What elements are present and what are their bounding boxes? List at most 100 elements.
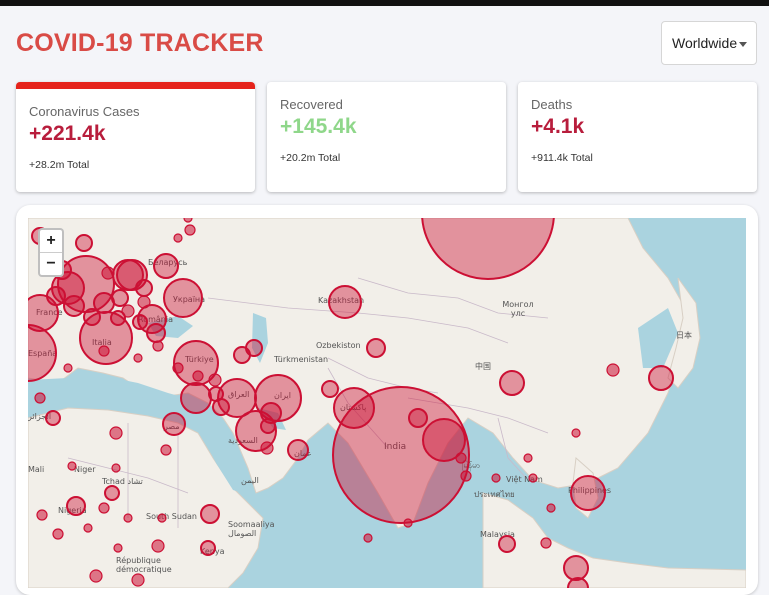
- case-bubble[interactable]: [455, 452, 467, 464]
- sea-japan: [638, 308, 678, 368]
- case-bubble[interactable]: [101, 266, 115, 280]
- case-bubble[interactable]: [570, 475, 606, 511]
- case-bubble[interactable]: [34, 392, 46, 404]
- case-bubble[interactable]: [260, 402, 282, 424]
- case-bubble[interactable]: [52, 528, 64, 540]
- case-bubble[interactable]: [135, 279, 153, 297]
- case-bubble[interactable]: [180, 382, 212, 414]
- case-bubble[interactable]: [606, 363, 620, 377]
- case-bubble[interactable]: [131, 573, 145, 587]
- case-bubble[interactable]: [192, 370, 204, 382]
- case-bubble[interactable]: [45, 410, 61, 426]
- case-bubble[interactable]: [173, 233, 183, 243]
- case-bubble[interactable]: [46, 286, 66, 306]
- case-bubble[interactable]: [104, 485, 120, 501]
- map-canvas: [28, 218, 746, 588]
- case-bubble[interactable]: [151, 539, 165, 553]
- case-bubble[interactable]: [66, 496, 86, 516]
- case-bubbles: [28, 218, 674, 588]
- recovered-total: +20.2m Total: [280, 152, 341, 164]
- case-bubble[interactable]: [184, 224, 196, 236]
- case-bubble[interactable]: [75, 234, 93, 252]
- cases-label: Coronavirus Cases: [29, 104, 140, 119]
- case-bubble[interactable]: [200, 540, 216, 556]
- country-select[interactable]: Worldwide: [661, 21, 757, 65]
- case-bubble[interactable]: [321, 380, 339, 398]
- case-bubble[interactable]: [132, 314, 148, 330]
- case-bubble[interactable]: [113, 543, 123, 553]
- case-bubble[interactable]: [208, 373, 222, 387]
- top-bar: [0, 0, 769, 6]
- case-bubble[interactable]: [152, 340, 164, 352]
- case-bubble[interactable]: [540, 537, 552, 549]
- case-bubble[interactable]: [328, 285, 362, 319]
- case-bubble[interactable]: [208, 386, 224, 402]
- case-bubble[interactable]: [422, 418, 466, 462]
- case-bubble[interactable]: [83, 523, 93, 533]
- country-select-value: Worldwide: [672, 35, 738, 51]
- cases-value: +221.4k: [29, 122, 106, 145]
- case-bubble[interactable]: [111, 463, 121, 473]
- case-bubble[interactable]: [363, 533, 373, 543]
- case-bubble[interactable]: [173, 340, 219, 386]
- case-bubble[interactable]: [260, 441, 274, 455]
- case-bubble[interactable]: [460, 470, 472, 482]
- case-bubble[interactable]: [153, 253, 179, 279]
- case-bubble[interactable]: [648, 365, 674, 391]
- case-bubble[interactable]: [109, 426, 123, 440]
- case-bubble[interactable]: [571, 428, 581, 438]
- recovered-value: +145.4k: [280, 115, 357, 138]
- chevron-down-icon: [739, 42, 747, 47]
- case-bubble[interactable]: [83, 308, 101, 326]
- case-bubble[interactable]: [366, 338, 386, 358]
- case-bubble[interactable]: [408, 408, 428, 428]
- case-bubble[interactable]: [498, 535, 516, 553]
- case-bubble[interactable]: [98, 502, 110, 514]
- case-bubble[interactable]: [63, 295, 85, 317]
- land-japan: [667, 277, 701, 389]
- land-sea-asia: [482, 492, 746, 588]
- case-bubble[interactable]: [110, 310, 126, 326]
- case-bubble[interactable]: [163, 278, 203, 318]
- zoom-out-button[interactable]: −: [40, 252, 62, 275]
- case-bubble[interactable]: [123, 513, 133, 523]
- deaths-value: +4.1k: [531, 115, 585, 138]
- case-bubble[interactable]: [528, 473, 538, 483]
- case-bubble[interactable]: [160, 444, 172, 456]
- cases-card[interactable]: Coronavirus Cases +221.4k +28.2m Total: [16, 82, 255, 192]
- case-bubble[interactable]: [98, 345, 110, 357]
- case-bubble[interactable]: [491, 473, 501, 483]
- zoom-in-button[interactable]: +: [46, 232, 56, 249]
- case-bubble[interactable]: [67, 461, 77, 471]
- case-bubble[interactable]: [63, 363, 73, 373]
- case-bubble[interactable]: [133, 353, 143, 363]
- case-bubble[interactable]: [546, 503, 556, 513]
- case-bubble[interactable]: [287, 439, 309, 461]
- case-bubble[interactable]: [563, 555, 589, 581]
- case-bubble[interactable]: [121, 304, 135, 318]
- case-bubble[interactable]: [36, 509, 48, 521]
- case-bubble[interactable]: [245, 339, 263, 357]
- case-bubble[interactable]: [523, 453, 533, 463]
- case-bubble[interactable]: [157, 513, 167, 523]
- deaths-card[interactable]: Deaths +4.1k +911.4k Total: [518, 82, 757, 192]
- case-bubble[interactable]: [183, 218, 193, 223]
- land-philippines: [572, 456, 599, 519]
- recovered-card[interactable]: Recovered +145.4k +20.2m Total: [267, 82, 506, 192]
- case-bubble[interactable]: [200, 504, 220, 524]
- sea-black: [148, 316, 193, 338]
- borders: [67, 277, 549, 528]
- map[interactable]: Беларусь France España Italia România Ук…: [28, 218, 746, 588]
- case-bubble[interactable]: [93, 292, 115, 314]
- case-bubble[interactable]: [28, 324, 57, 382]
- case-bubble[interactable]: [499, 370, 525, 396]
- case-bubble[interactable]: [421, 218, 555, 280]
- case-bubble[interactable]: [403, 518, 413, 528]
- case-bubble[interactable]: [162, 412, 186, 436]
- app-title: COVID-19 TRACKER: [16, 29, 264, 57]
- case-bubble[interactable]: [137, 295, 151, 309]
- case-bubble[interactable]: [172, 362, 184, 374]
- map-card: Беларусь France España Italia România Ук…: [16, 205, 758, 595]
- case-bubble[interactable]: [89, 569, 103, 583]
- sea-red: [198, 428, 243, 493]
